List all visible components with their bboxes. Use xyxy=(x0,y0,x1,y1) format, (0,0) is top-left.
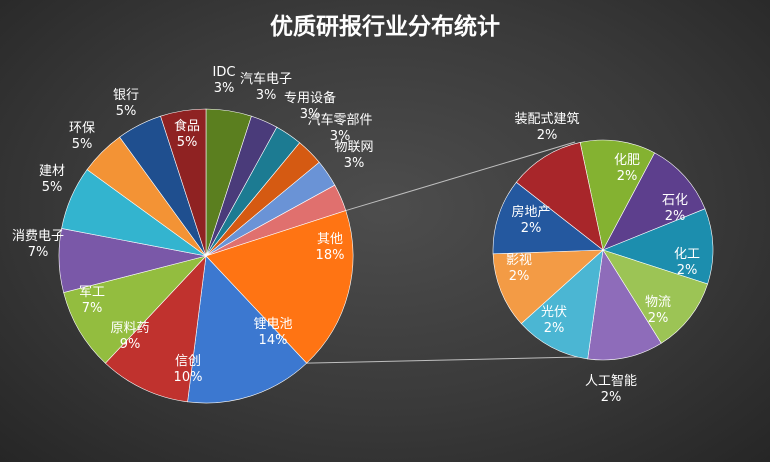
secondary-label-0: 化肥 2% xyxy=(614,153,640,184)
main-label-value-5: 3% xyxy=(344,156,365,171)
main-slice-8 xyxy=(104,255,207,403)
connector-line-top xyxy=(345,141,576,212)
main-label-5: 物联网 3% xyxy=(334,140,373,171)
secondary-label-3: 物流 2% xyxy=(645,295,671,326)
main-label-11: 消费电子 7% xyxy=(12,229,64,260)
main-label-name-6: 其他 xyxy=(317,232,343,247)
main-label-6: 其他 18% xyxy=(316,232,345,263)
main-slice-7 xyxy=(187,255,308,404)
main-label-name-4: 汽车零部件 xyxy=(307,112,372,128)
secondary-label-name-2: 化工 xyxy=(674,247,700,262)
main-label-value-13: 5% xyxy=(72,137,93,152)
main-label-name-8: 信创 xyxy=(175,354,201,369)
connector-line-bottom xyxy=(306,356,579,364)
secondary-label-1: 石化 2% xyxy=(662,193,688,224)
main-label-value-4: 3% xyxy=(330,129,351,144)
secondary-label-7: 房地产 2% xyxy=(511,204,550,236)
secondary-label-name-3: 物流 xyxy=(645,295,671,310)
secondary-slice-1 xyxy=(602,152,706,251)
main-label-name-5: 物联网 xyxy=(334,140,373,155)
main-label-name-7: 锂电池 xyxy=(253,317,292,332)
data-labels: 食品 5%IDC 3%汽车电子 3% 专用设备 3%汽车零部件 3%物联网 3%其他 18%锂电… xyxy=(12,65,700,405)
main-label-name-3: 专用设备 xyxy=(284,90,336,106)
secondary-label-value-2: 2% xyxy=(677,263,698,278)
main-label-value-12: 5% xyxy=(42,180,63,195)
main-label-4: 汽车零部件 3% xyxy=(307,112,372,144)
main-label-value-1: 3% xyxy=(214,81,235,96)
main-label-value-14: 5% xyxy=(116,104,137,119)
chart-title: 优质研报行业分布统计 xyxy=(270,13,500,40)
main-pie xyxy=(58,108,354,404)
secondary-label-value-7: 2% xyxy=(521,221,542,236)
main-label-value-3: 3% xyxy=(300,107,321,122)
secondary-slice-2 xyxy=(602,208,714,285)
secondary-slice-5 xyxy=(520,249,604,360)
secondary-label-6: 影视 2% xyxy=(506,253,532,284)
secondary-slice-7 xyxy=(492,181,604,255)
secondary-slice-0 xyxy=(579,139,656,251)
secondary-slice-6 xyxy=(492,249,604,325)
main-label-value-0: 5% xyxy=(177,135,198,150)
main-label-value-2: 3% xyxy=(256,88,277,103)
main-label-value-6: 18% xyxy=(316,248,345,263)
secondary-label-4: 人工智能 2% xyxy=(585,374,637,405)
main-label-1: IDC 3% xyxy=(213,65,236,96)
main-label-13: 环保 5% xyxy=(69,121,95,152)
secondary-label-5: 光伏 2% xyxy=(541,305,567,336)
main-label-9: 原料药 9% xyxy=(110,321,149,352)
secondary-pie xyxy=(492,139,714,361)
main-label-12: 建材 5% xyxy=(39,164,65,195)
main-label-name-10: 军工 xyxy=(79,285,105,300)
main-label-name-11: 消费电子 xyxy=(12,229,64,244)
main-label-name-14: 银行 xyxy=(113,88,139,103)
main-slice-6 xyxy=(205,210,354,364)
main-label-2: 汽车电子 3% xyxy=(240,71,292,103)
secondary-label-value-0: 2% xyxy=(617,169,638,184)
secondary-label-value-8: 2% xyxy=(537,128,558,143)
secondary-label-2: 化工 2% xyxy=(674,247,700,278)
main-label-3: 专用设备 3% xyxy=(284,90,336,122)
secondary-label-value-6: 2% xyxy=(509,269,530,284)
secondary-label-value-3: 2% xyxy=(648,311,669,326)
secondary-slice-3 xyxy=(602,249,708,344)
connector-lines xyxy=(306,141,579,364)
secondary-slice-8 xyxy=(515,142,604,251)
secondary-label-name-5: 光伏 xyxy=(541,305,567,320)
main-label-7: 锂电池 14% xyxy=(253,317,292,348)
secondary-label-name-8: 装配式建筑 xyxy=(514,111,579,127)
main-label-14: 银行 5% xyxy=(113,88,139,119)
main-label-name-2: 汽车电子 xyxy=(240,71,292,87)
secondary-label-value-4: 2% xyxy=(601,390,622,405)
secondary-label-value-1: 2% xyxy=(665,209,686,224)
secondary-label-name-7: 房地产 xyxy=(511,204,550,220)
secondary-label-name-1: 石化 xyxy=(662,193,688,208)
main-label-value-10: 7% xyxy=(82,301,103,316)
main-slice-14 xyxy=(160,108,207,257)
main-label-value-8: 10% xyxy=(174,370,203,385)
secondary-label-8: 装配式建筑 2% xyxy=(514,111,579,143)
main-label-name-1: IDC xyxy=(213,65,236,80)
main-label-value-9: 9% xyxy=(120,337,141,352)
main-label-name-9: 原料药 xyxy=(110,321,149,336)
main-label-name-0: 食品 xyxy=(174,118,200,134)
main-label-value-11: 7% xyxy=(28,245,49,260)
main-label-8: 信创 10% xyxy=(174,354,203,385)
secondary-label-name-4: 人工智能 xyxy=(585,374,637,389)
main-label-0: 食品 5% xyxy=(174,118,200,150)
secondary-label-value-5: 2% xyxy=(544,321,565,336)
main-label-name-13: 环保 xyxy=(69,121,95,136)
secondary-label-name-6: 影视 xyxy=(506,253,532,268)
main-slice-9 xyxy=(63,255,207,364)
secondary-slice-4 xyxy=(587,249,662,361)
main-label-10: 军工 7% xyxy=(79,285,105,316)
main-label-name-12: 建材 xyxy=(39,164,65,179)
secondary-label-name-0: 化肥 xyxy=(614,153,640,168)
main-label-value-7: 14% xyxy=(259,333,288,348)
